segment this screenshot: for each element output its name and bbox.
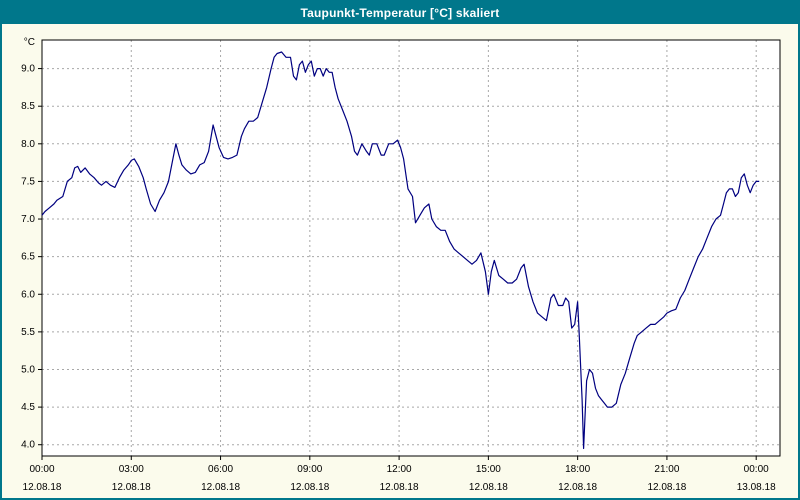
x-tick-time-label: 21:00 (654, 464, 679, 475)
y-tick-label: 4.5 (21, 402, 35, 413)
x-tick-date-label: 12.08.18 (558, 482, 597, 493)
x-tick-date-label: 12.08.18 (112, 482, 151, 493)
x-tick-date-label: 12.08.18 (201, 482, 240, 493)
x-tick-date-label: 13.08.18 (737, 482, 776, 493)
x-tick-date-label: 12.08.18 (469, 482, 508, 493)
window-title: Taupunkt-Temperatur [°C] skaliert (300, 6, 500, 20)
y-tick-label: 4.0 (21, 440, 35, 451)
chart-area: 00:00 12.08.18 03:00 12.08.18 06:00 12.08.18 0… (2, 24, 798, 498)
x-tick-time-label: 06:00 (208, 464, 233, 475)
y-tick-label: 7.0 (21, 214, 35, 225)
chart-svg: 00:00 12.08.18 03:00 12.08.18 06:00 12.08.18 0… (21, 37, 781, 493)
y-tick-label: 8.0 (21, 139, 35, 150)
y-tick-label: 8.5 (21, 101, 35, 112)
x-tick-time-label: 12:00 (387, 464, 412, 475)
y-tick-label: 7.5 (21, 176, 35, 187)
x-tick-time-label: 03:00 (119, 464, 144, 475)
x-tick-time-label: 18:00 (565, 464, 590, 475)
y-tick-label: 5.0 (21, 364, 35, 375)
x-tick-time-label: 00:00 (744, 464, 769, 475)
x-tick-time-label: 15:00 (476, 464, 501, 475)
x-tick-time-label: 00:00 (29, 464, 54, 475)
x-tick-date-label: 12.08.18 (23, 482, 62, 493)
x-tick-date-label: 12.08.18 (380, 482, 419, 493)
plot-background (42, 40, 780, 456)
x-tick-time-label: 09:00 (297, 464, 322, 475)
x-tick-date-label: 12.08.18 (290, 482, 329, 493)
y-tick-label: 9.0 (21, 64, 35, 75)
y-tick-label: 5.5 (21, 327, 35, 338)
y-tick-label: 6.5 (21, 252, 35, 263)
x-tick-date-label: 12.08.18 (647, 482, 686, 493)
dewpoint-temperature-line (41, 51, 760, 450)
y-axis-unit-label: °C (24, 37, 35, 48)
plot-border (41, 39, 781, 457)
window-title-bar: Taupunkt-Temperatur [°C] skaliert (2, 2, 798, 24)
y-tick-label: 6.0 (21, 289, 35, 300)
